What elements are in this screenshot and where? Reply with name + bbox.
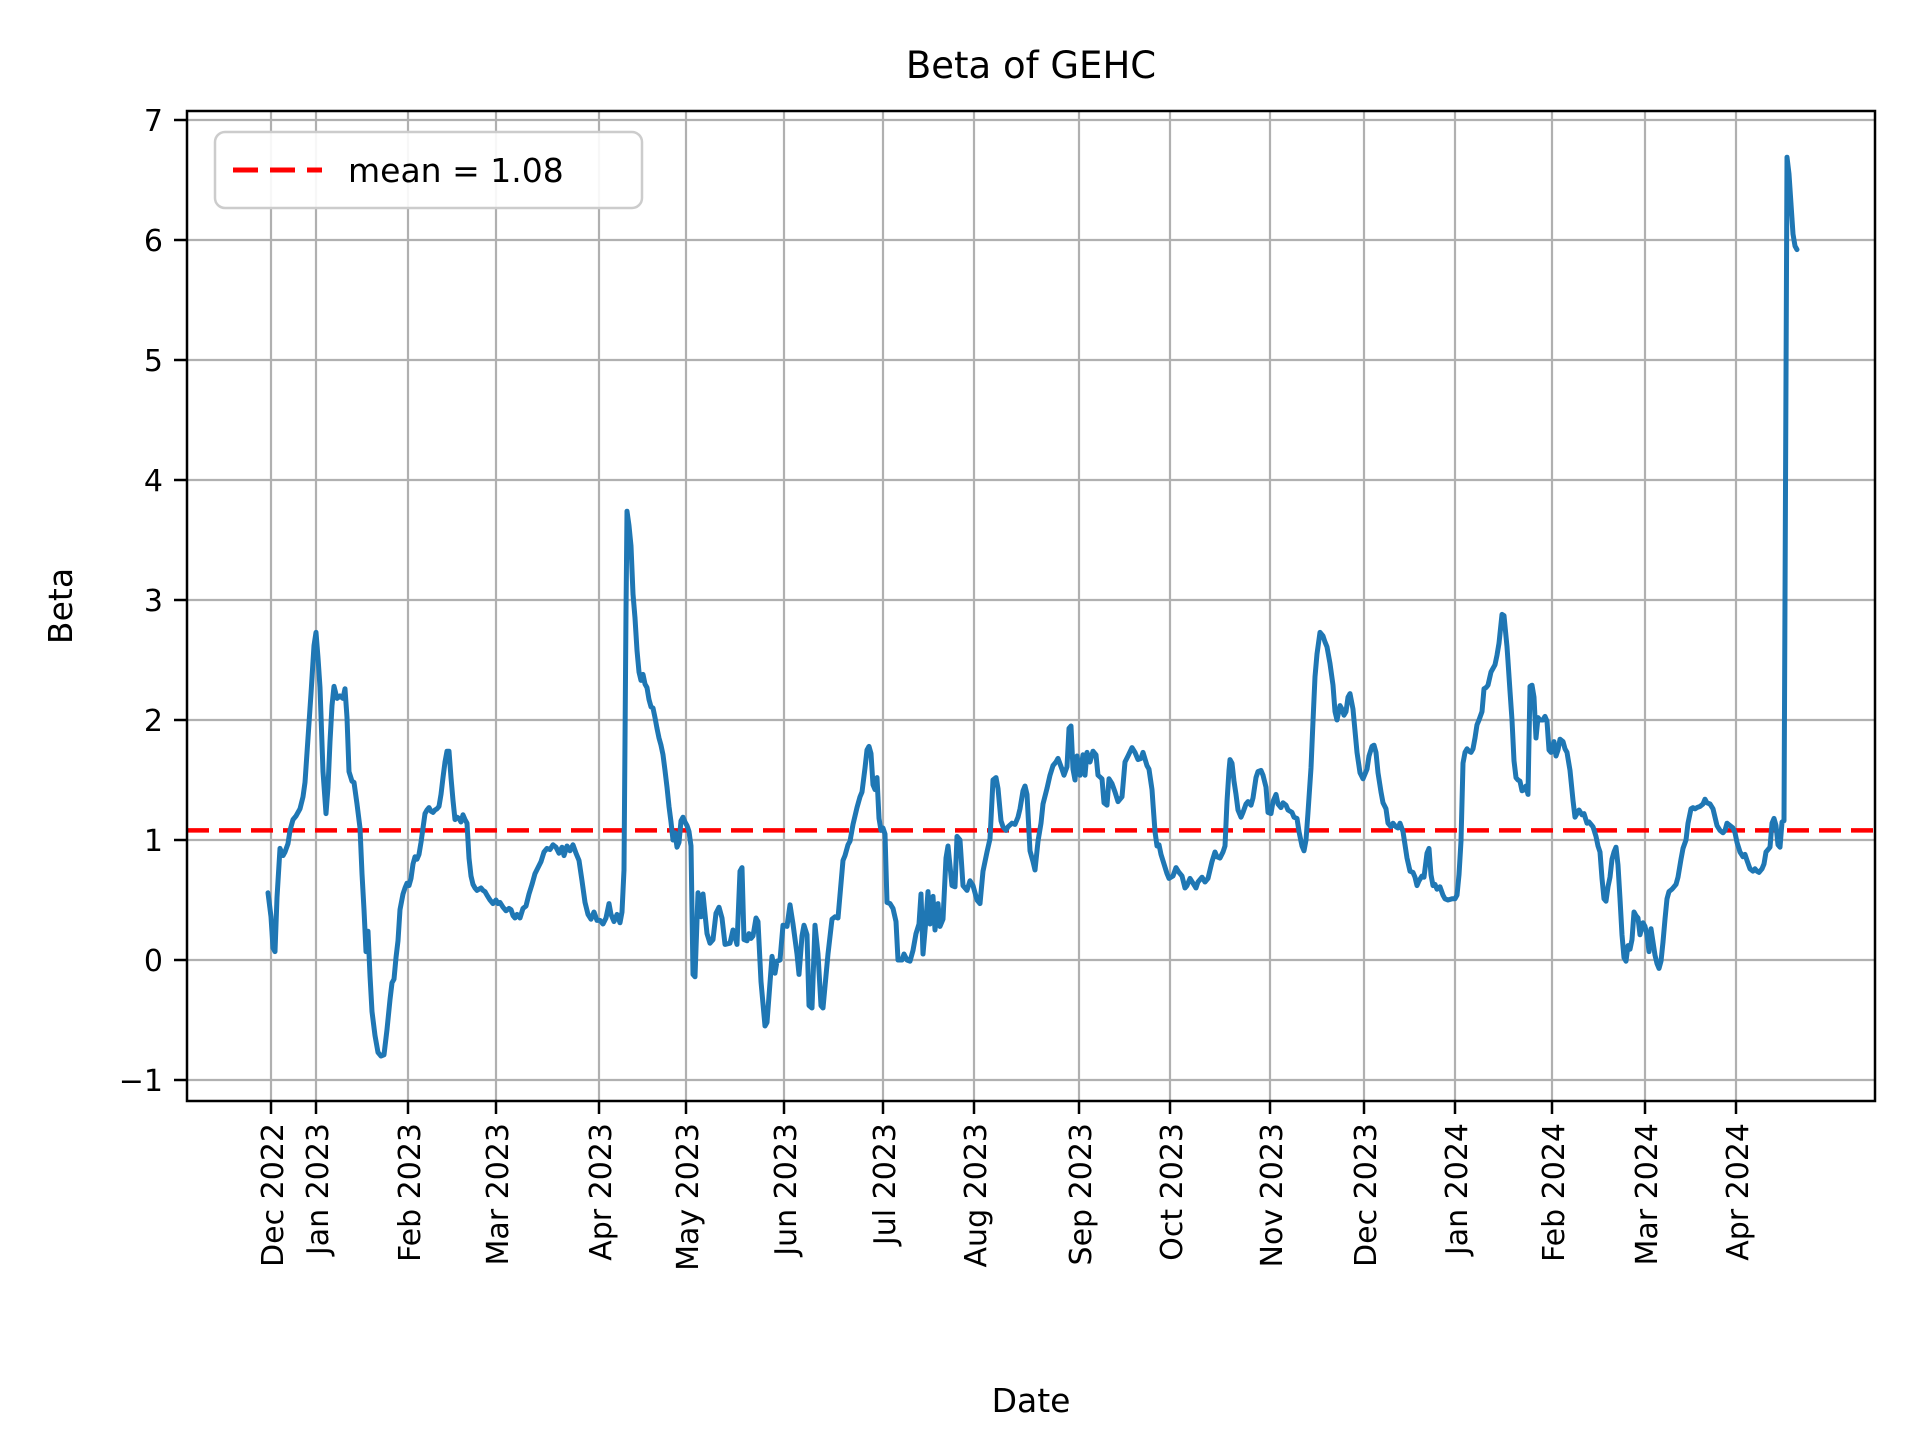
x-tick-label: Feb 2023	[393, 1123, 428, 1262]
y-tick-label: 7	[144, 104, 163, 139]
plot-border	[185, 109, 1877, 1103]
y-axis-label: Beta	[41, 568, 80, 644]
x-tick-label: Apr 2024	[1721, 1123, 1756, 1261]
tick-label-layer: −1 0 1 2 3 4 5 6 7 Dec 2022 Jan 2023 Feb 2023 Mar 20…	[119, 104, 1756, 1271]
x-tick-label: Jun 2023	[769, 1123, 804, 1258]
beta-line-series	[265, 154, 1800, 1059]
x-tick-label: Mar 2024	[1630, 1123, 1665, 1266]
tick-layer	[174, 118, 1738, 1114]
x-axis-label: Date	[992, 1381, 1071, 1420]
y-tick-label: 3	[144, 584, 163, 619]
chart-title: Beta of GEHC	[906, 44, 1156, 87]
y-tick-label: 4	[144, 464, 163, 499]
grid-layer	[187, 111, 1875, 1101]
legend: mean = 1.08	[213, 130, 644, 210]
y-tick-label: 6	[144, 224, 163, 259]
x-tick-label: Aug 2023	[959, 1123, 994, 1267]
x-tick-label: Mar 2023	[481, 1123, 516, 1266]
x-tick-label: Jan 2023	[301, 1123, 336, 1257]
y-tick-label: 2	[144, 704, 163, 739]
x-tick-label: Oct 2023	[1155, 1123, 1190, 1261]
x-tick-label: Sep 2023	[1064, 1123, 1099, 1265]
y-tick-label: 5	[144, 344, 163, 379]
x-tick-label: Dec 2022	[256, 1123, 291, 1267]
x-tick-label: Apr 2023	[584, 1123, 619, 1261]
y-tick-label: 1	[144, 824, 163, 859]
legend-label: mean = 1.08	[348, 151, 564, 190]
x-tick-label: May 2023	[671, 1123, 706, 1271]
x-tick-label: Jan 2024	[1440, 1123, 1475, 1257]
x-tick-label: Nov 2023	[1255, 1123, 1290, 1267]
x-tick-label: Dec 2023	[1349, 1123, 1384, 1267]
y-tick-label: −1	[119, 1064, 163, 1099]
x-tick-label: Jul 2023	[868, 1123, 903, 1247]
x-tick-label: Feb 2024	[1537, 1123, 1572, 1262]
y-tick-label: 0	[144, 944, 163, 979]
legend-box	[213, 130, 644, 210]
